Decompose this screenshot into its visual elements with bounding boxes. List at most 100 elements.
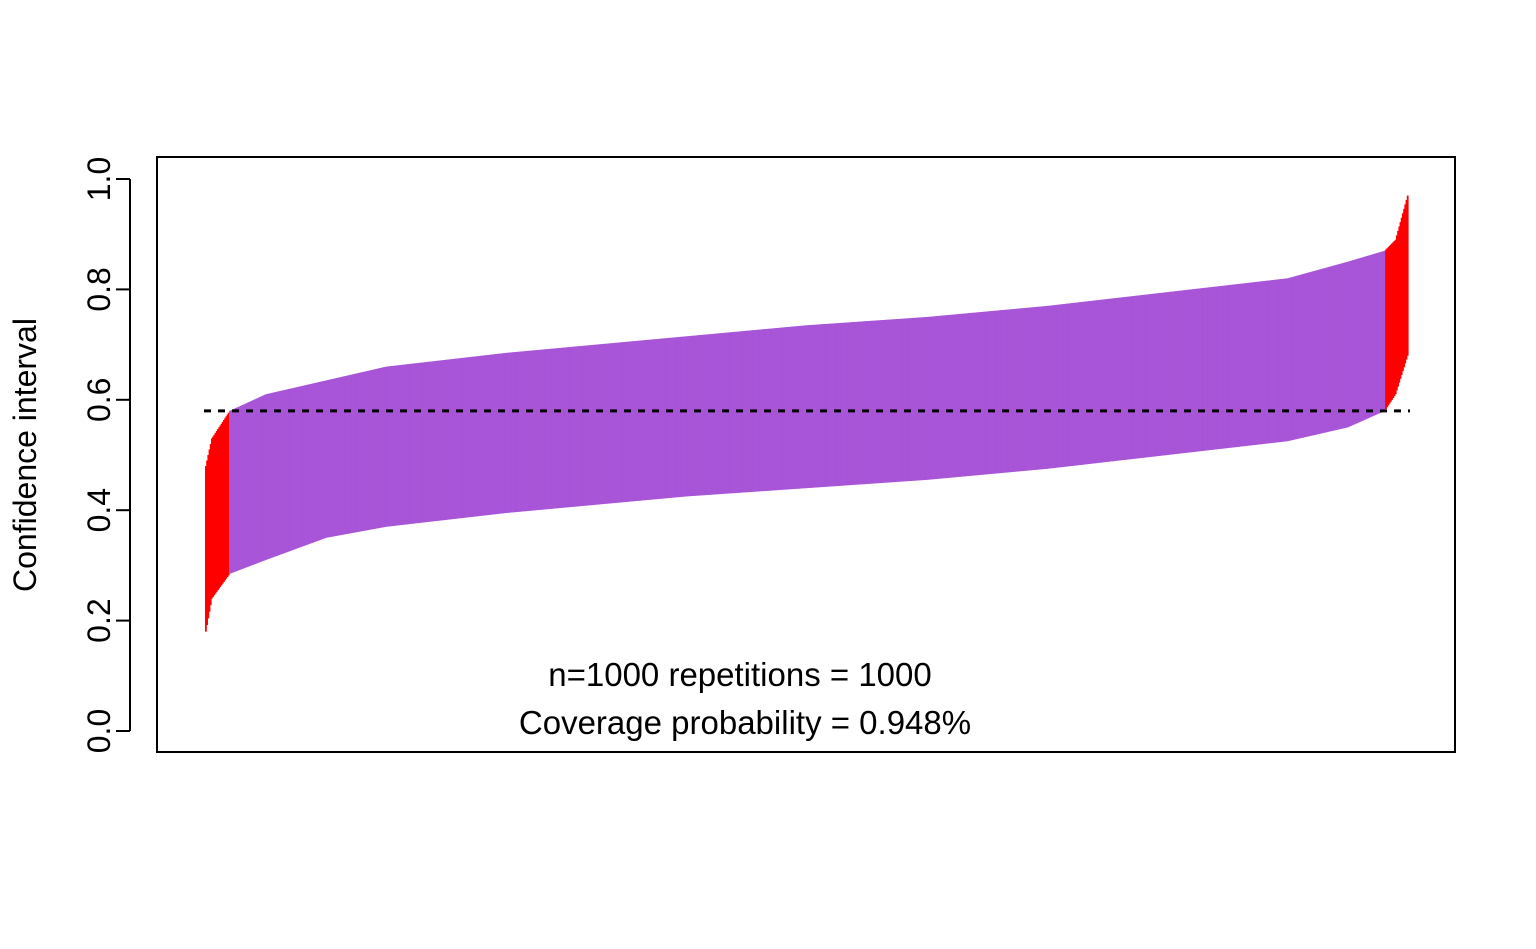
interval-covering <box>583 345 586 506</box>
interval-covering <box>808 325 811 488</box>
interval-covering <box>1365 256 1368 419</box>
interval-covering <box>1166 292 1168 456</box>
interval-covering <box>722 332 725 494</box>
interval-missing <box>214 432 217 594</box>
interval-covering <box>371 369 373 530</box>
interval-covering <box>450 359 453 520</box>
interval-covering <box>1128 296 1131 460</box>
interval-covering <box>515 351 518 513</box>
interval-covering <box>962 313 965 477</box>
interval-covering <box>1090 300 1093 464</box>
interval-covering <box>1367 255 1369 419</box>
interval-covering <box>1219 286 1221 449</box>
interval-covering <box>381 367 384 528</box>
interval-covering <box>700 334 703 496</box>
interval-covering <box>527 350 530 511</box>
interval-covering <box>1148 294 1150 458</box>
interval-covering <box>1126 296 1129 460</box>
interval-covering <box>843 322 846 486</box>
interval-covering <box>1198 288 1201 452</box>
interval-covering <box>321 381 324 540</box>
interval-covering <box>235 408 237 572</box>
interval-covering <box>531 350 533 511</box>
interval-covering <box>597 344 599 505</box>
interval-covering <box>521 351 524 512</box>
interval-covering <box>268 393 271 559</box>
interval-covering <box>1037 306 1040 470</box>
interval-covering <box>1169 291 1172 455</box>
interval-covering <box>1007 309 1010 473</box>
interval-covering <box>1210 287 1213 450</box>
interval-covering <box>1286 278 1289 442</box>
interval-covering <box>1036 306 1039 470</box>
interval-covering <box>822 324 824 487</box>
interval-covering <box>552 348 555 509</box>
interval-covering <box>693 335 696 496</box>
interval-covering <box>948 314 951 478</box>
interval-covering <box>1001 310 1004 473</box>
interval-covering <box>989 311 992 475</box>
interval-missing <box>217 429 219 591</box>
interval-covering <box>872 320 875 484</box>
interval-covering <box>698 335 701 496</box>
interval-covering <box>1122 297 1125 460</box>
interval-covering <box>869 320 871 484</box>
interval-covering <box>1144 294 1147 458</box>
interval-covering <box>1130 296 1132 460</box>
interval-covering <box>1124 297 1126 460</box>
interval-covering <box>894 319 897 483</box>
interval-covering <box>241 405 243 570</box>
interval-covering <box>992 310 995 474</box>
interval-covering <box>1297 275 1300 439</box>
interval-missing <box>225 416 228 579</box>
interval-covering <box>1275 279 1278 443</box>
interval-covering <box>1369 255 1372 418</box>
interval-covering <box>470 356 473 517</box>
interval-covering <box>1190 289 1193 453</box>
interval-covering <box>1238 283 1241 447</box>
interval-covering <box>574 346 577 507</box>
interval-covering <box>799 325 802 489</box>
interval-covering <box>291 388 294 551</box>
interval-covering <box>302 385 305 547</box>
interval-covering <box>942 315 945 479</box>
interval-covering <box>1021 308 1024 472</box>
interval-covering <box>1340 263 1343 429</box>
interval-covering <box>262 395 265 561</box>
interval-covering <box>457 358 460 519</box>
interval-covering <box>325 380 328 538</box>
interval-covering <box>449 359 452 520</box>
interval-covering <box>920 317 923 481</box>
interval-covering <box>1138 295 1141 459</box>
interval-covering <box>1119 297 1122 461</box>
interval-covering <box>977 312 980 476</box>
interval-covering <box>1051 305 1054 469</box>
interval-covering <box>807 325 810 488</box>
interval-covering <box>1239 283 1242 447</box>
interval-covering <box>1086 301 1089 465</box>
interval-covering <box>1187 289 1190 453</box>
interval-covering <box>651 339 654 500</box>
interval-missing <box>207 454 210 619</box>
interval-covering <box>257 397 260 563</box>
interval-covering <box>1213 286 1215 450</box>
interval-covering <box>274 392 277 557</box>
interval-covering <box>881 320 883 483</box>
interval-covering <box>392 365 395 526</box>
interval-covering <box>1026 307 1029 471</box>
interval-covering <box>446 359 449 520</box>
interval-covering <box>979 312 982 475</box>
interval-covering <box>1178 290 1181 454</box>
interval-covering <box>946 315 948 479</box>
y-tick-label: 1.0 <box>81 157 117 201</box>
interval-covering <box>907 318 910 482</box>
interval-covering <box>1079 302 1082 465</box>
interval-covering <box>759 329 762 492</box>
interval-covering <box>1383 250 1386 411</box>
interval-covering <box>899 318 901 482</box>
interval-covering <box>587 345 590 506</box>
interval-covering <box>545 349 548 510</box>
interval-covering <box>476 356 479 517</box>
interval-covering <box>626 341 628 502</box>
interval-covering <box>340 376 343 535</box>
